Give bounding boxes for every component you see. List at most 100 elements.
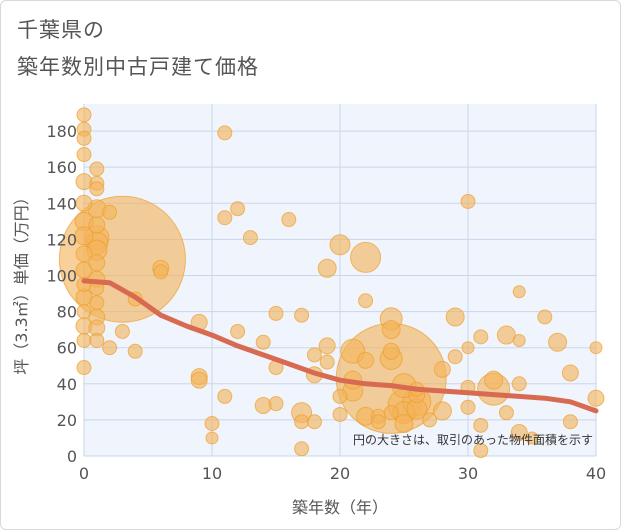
data-bubble[interactable] (76, 360, 92, 376)
data-bubble[interactable] (205, 431, 219, 445)
data-bubble[interactable] (76, 147, 92, 163)
data-bubble[interactable] (447, 349, 463, 365)
data-bubble[interactable] (432, 401, 452, 421)
x-tick-label: 30 (458, 464, 478, 483)
x-tick-label: 0 (79, 464, 89, 483)
data-bubble[interactable] (548, 332, 568, 352)
y-tick-label: 120 (46, 230, 77, 249)
data-bubble[interactable] (473, 417, 489, 433)
data-bubble[interactable] (511, 376, 527, 392)
data-bubble[interactable] (242, 230, 258, 246)
data-bubble[interactable] (319, 354, 335, 370)
data-bubble[interactable] (329, 234, 351, 256)
y-tick-label: 40 (57, 375, 77, 394)
data-bubble[interactable] (460, 399, 476, 415)
chart-title: 千葉県の 築年数別中古戸建て価格 (17, 12, 259, 86)
data-bubble[interactable] (76, 130, 92, 146)
data-bubble[interactable] (230, 201, 246, 217)
data-bubble[interactable] (382, 342, 400, 360)
data-bubble[interactable] (433, 360, 451, 378)
data-bubble[interactable] (445, 307, 465, 327)
data-bubble[interactable] (217, 125, 233, 141)
data-bubble[interactable] (357, 351, 375, 369)
y-tick-label: 20 (57, 411, 77, 430)
data-bubble[interactable] (537, 309, 553, 325)
trend-line (81, 278, 599, 414)
data-bubble[interactable] (525, 431, 539, 445)
y-axis-label: 坪（3.3㎡）単価（万円） (12, 189, 31, 374)
data-bubble[interactable] (217, 210, 233, 226)
data-bubble[interactable] (230, 323, 246, 339)
data-bubble[interactable] (294, 414, 310, 430)
data-bubble[interactable] (306, 414, 322, 430)
x-tick-label: 40 (586, 464, 606, 483)
data-bubble[interactable] (498, 405, 514, 421)
data-bubble[interactable] (75, 194, 93, 212)
data-bubble[interactable] (102, 204, 118, 220)
data-bubble[interactable] (562, 414, 578, 430)
data-bubble[interactable] (587, 389, 605, 407)
data-bubble[interactable] (89, 181, 105, 197)
x-tick-label: 20 (330, 464, 350, 483)
data-bubble[interactable] (306, 347, 322, 363)
data-bubble[interactable] (589, 341, 603, 355)
y-tick-label: 160 (46, 158, 77, 177)
data-bubble[interactable] (89, 295, 105, 311)
data-bubble[interactable] (255, 334, 271, 350)
data-bubble[interactable] (358, 293, 374, 309)
data-bubble[interactable] (394, 414, 414, 434)
data-bubble[interactable] (88, 216, 106, 234)
data-bubble[interactable] (76, 107, 92, 123)
data-bubble[interactable] (268, 396, 284, 412)
data-bubble[interactable] (268, 305, 284, 321)
data-bubble[interactable] (281, 212, 297, 228)
data-bubble[interactable] (318, 337, 336, 355)
data-bubble[interactable] (76, 332, 92, 348)
bubble-size-note: 円の大きさは、取引のあった物件面積を示す (353, 432, 593, 447)
data-bubble[interactable] (127, 343, 143, 359)
y-tick-label: 100 (46, 266, 77, 285)
data-bubble[interactable] (496, 325, 516, 345)
data-bubble[interactable] (102, 340, 118, 356)
y-tick-label: 80 (57, 303, 77, 322)
data-bubble[interactable] (512, 333, 526, 347)
data-bubble[interactable] (294, 441, 310, 457)
data-bubble[interactable] (370, 414, 386, 430)
data-bubble[interactable] (74, 226, 94, 246)
data-bubble[interactable] (460, 193, 476, 209)
axis-ticks: 0 10 20 30 40 0 20 40 60 80 100 120 140 160 180 (46, 122, 606, 483)
data-bubble[interactable] (217, 388, 233, 404)
data-bubble[interactable] (190, 371, 208, 389)
x-tick-label: 10 (202, 464, 222, 483)
data-bubble[interactable] (332, 388, 348, 404)
data-bubble[interactable] (204, 416, 220, 432)
data-bubble[interactable] (350, 241, 382, 273)
x-axis-label: 築年数（年） (292, 498, 388, 517)
data-bubble[interactable] (89, 161, 105, 177)
data-bubble[interactable] (381, 320, 401, 340)
data-bubble[interactable] (512, 285, 526, 299)
data-bubble[interactable] (89, 332, 105, 348)
data-bubble[interactable] (317, 258, 337, 278)
data-bubble[interactable] (473, 443, 489, 459)
data-bubble[interactable] (88, 254, 106, 272)
data-bubble[interactable] (294, 307, 310, 323)
data-bubble[interactable] (153, 264, 169, 280)
data-bubble[interactable] (510, 424, 528, 442)
data-bubble[interactable] (114, 323, 130, 339)
data-bubble[interactable] (383, 405, 399, 421)
data-bubble[interactable] (422, 412, 438, 428)
y-tick-label: 60 (57, 339, 77, 358)
chart-title-line-1: 千葉県の (17, 18, 105, 42)
data-bubble[interactable] (332, 406, 348, 422)
data-bubble[interactable] (484, 370, 504, 390)
data-bubble[interactable] (76, 304, 92, 320)
data-bubble[interactable] (473, 329, 489, 345)
y-tick-label: 180 (46, 122, 77, 141)
data-bubble[interactable] (461, 341, 475, 355)
y-tick-label: 0 (67, 447, 77, 466)
y-tick-label: 140 (46, 194, 77, 213)
chart-title-line-2: 築年数別中古戸建て価格 (17, 55, 259, 79)
data-bubble[interactable] (561, 364, 579, 382)
